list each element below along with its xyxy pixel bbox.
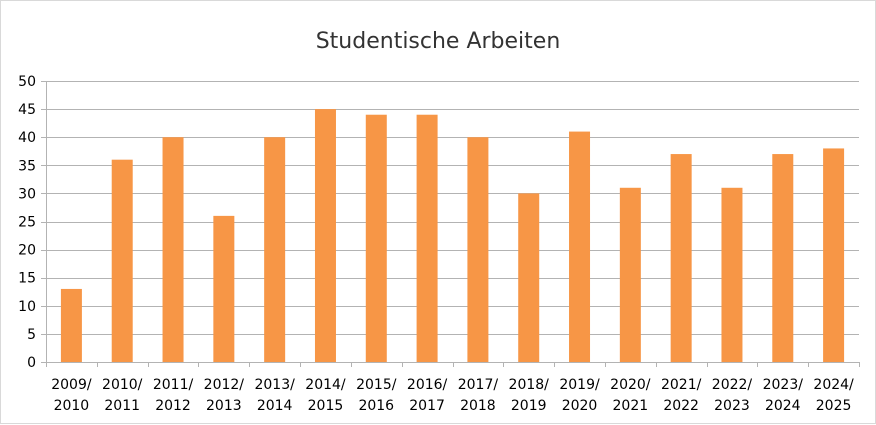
x-tick-label: 2023/2024 [763,377,804,414]
x-tick-labels: 2009/2010 2010/2011 2011/2012 2012/20132013… [51,377,854,414]
y-tick-label: 45 [18,102,36,118]
bar [111,159,133,362]
x-tick-label: 2017/2018 [458,377,499,414]
y-tick-label: 0 [27,355,36,371]
x-tick-label: 2024/2025 [813,377,854,414]
bar [569,131,591,362]
bar [619,187,641,362]
chart-title: Studentische Arbeiten [316,29,561,54]
y-tick-label: 15 [18,271,36,287]
y-tick-label: 5 [27,327,36,343]
x-tick-label: 2019/2020 [559,377,600,414]
x-tick-label: 2009/2010 [51,377,92,414]
x-tick-label: 2010/2011 [102,377,143,414]
bar [213,215,235,362]
bar [162,137,184,362]
bar [467,137,489,362]
x-tick-label: 2022/2023 [712,377,753,414]
x-tick-label: 2013/2014 [254,377,295,414]
bars [60,109,845,362]
bar [264,137,286,362]
y-tick-labels: 0 5 10 15 20 25 30 35 40 45 50 [18,74,36,371]
x-tick-label: 2021/2022 [661,377,702,414]
bar [60,288,82,362]
y-tick-label: 50 [18,74,36,90]
axes [41,81,860,367]
x-tick-label: 2011/2012 [153,377,194,414]
bar [823,148,845,362]
x-tick-label: 2016/2017 [407,377,448,414]
bar [772,154,794,362]
y-tick-label: 25 [18,215,36,231]
y-tick-label: 10 [18,299,36,315]
bar [365,114,387,362]
x-tick-label: 2014/2015 [305,377,346,414]
y-tick-label: 40 [18,130,36,146]
bar [314,109,336,362]
x-tick-label: 2020/2021 [610,377,651,414]
bar [416,114,438,362]
bar [721,187,743,362]
y-tick-label: 30 [18,186,36,202]
bar [518,193,540,362]
x-tick-label: 2018/2019 [509,377,550,414]
x-tick-label: 2015/2016 [356,377,397,414]
x-tick-label: 2012/2013 [204,377,245,414]
y-tick-label: 35 [18,158,36,174]
bar [670,154,692,362]
y-tick-label: 20 [18,243,36,259]
